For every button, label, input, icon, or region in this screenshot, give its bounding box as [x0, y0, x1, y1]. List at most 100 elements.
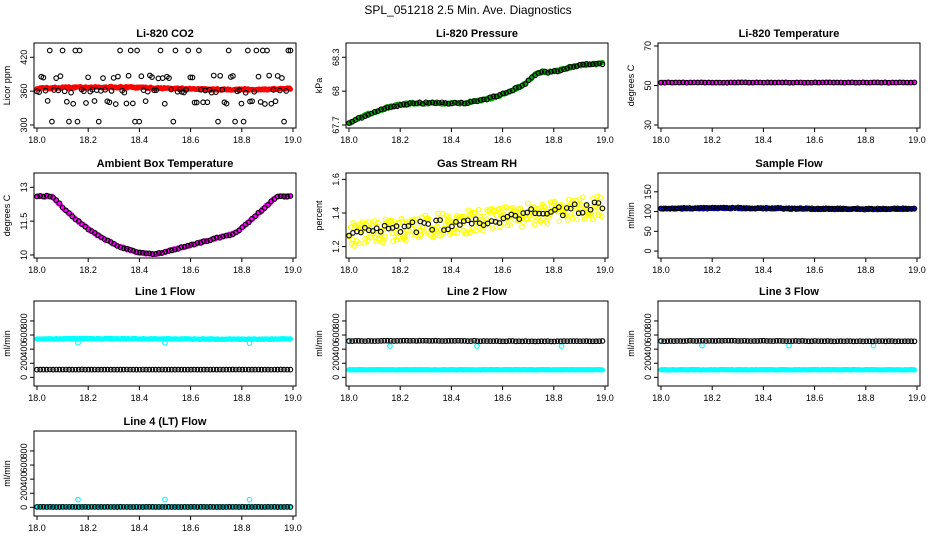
data-point	[381, 233, 388, 240]
data-point	[823, 79, 830, 86]
data-point	[797, 79, 804, 86]
series-2-5-min-pressure	[346, 60, 606, 126]
y-tick-label: 67.7	[331, 116, 341, 134]
data-point	[464, 338, 471, 344]
data-point	[181, 366, 188, 373]
data-point	[191, 366, 198, 373]
data-point	[34, 366, 40, 373]
data-point	[541, 68, 548, 75]
data-point	[69, 213, 76, 220]
y-tick-label: 300	[19, 117, 29, 132]
data-point	[265, 504, 271, 510]
data-point	[407, 100, 413, 107]
data-point	[166, 75, 172, 82]
data-point	[380, 239, 386, 246]
data-point	[387, 337, 394, 344]
data-point	[178, 244, 185, 250]
data-point	[88, 366, 95, 373]
data-point	[658, 79, 664, 86]
data-point	[528, 206, 535, 212]
data-point	[719, 338, 725, 344]
data-point	[901, 338, 908, 345]
data-point	[856, 79, 863, 86]
data-point	[210, 366, 217, 373]
data-point	[445, 338, 452, 344]
data-point	[676, 79, 683, 86]
data-point	[91, 98, 98, 104]
data-point	[746, 79, 753, 86]
data-point	[217, 366, 223, 373]
data-point	[285, 47, 292, 54]
data-point	[503, 90, 510, 96]
data-point	[680, 79, 686, 86]
data-point	[168, 366, 175, 373]
data-point	[461, 338, 468, 344]
data-point	[564, 217, 571, 223]
data-point	[831, 338, 838, 345]
data-point	[123, 366, 130, 373]
data-point	[91, 504, 98, 510]
panel-4: Ambient Box Temperature degrees C 18.0 18.2…	[2, 158, 302, 275]
data-point	[575, 210, 582, 217]
data-point	[667, 338, 674, 344]
data-point	[670, 338, 677, 344]
data-point	[425, 221, 432, 227]
data-point	[808, 338, 815, 345]
data-point	[834, 205, 841, 212]
data-point	[852, 79, 859, 86]
data-point	[43, 366, 50, 373]
data-point	[854, 205, 861, 212]
data-point	[375, 338, 381, 344]
data-point	[384, 337, 391, 344]
data-point	[184, 366, 191, 373]
data-point	[889, 79, 896, 86]
data-point	[66, 118, 72, 125]
panel-9: Line 3 Flow ml/min 18.0 18.2 18.4 18.6 18.8 19.…	[626, 286, 926, 403]
data-point	[583, 338, 590, 344]
data-point	[136, 504, 143, 510]
data-point	[480, 338, 487, 344]
data-point	[531, 221, 538, 228]
data-point	[402, 237, 409, 244]
data-point	[56, 366, 63, 373]
data-point	[554, 68, 561, 75]
data-point	[474, 338, 481, 344]
data-point	[749, 79, 756, 86]
data-point	[159, 366, 165, 373]
x-tick-label: 18.4	[131, 523, 149, 533]
data-point	[358, 115, 365, 121]
data-point	[800, 206, 807, 212]
data-point	[598, 213, 605, 219]
data-point	[123, 504, 130, 510]
data-point	[279, 75, 285, 81]
data-point	[129, 100, 136, 107]
data-point	[593, 60, 599, 67]
data-point	[252, 213, 259, 220]
data-point	[108, 88, 115, 94]
data-point	[258, 366, 265, 373]
data-point	[666, 205, 673, 212]
data-point	[442, 338, 449, 344]
data-point	[397, 229, 404, 235]
data-point	[133, 366, 140, 373]
data-point	[563, 203, 570, 209]
data-point	[517, 205, 524, 212]
data-point	[452, 338, 458, 344]
data-point	[121, 89, 128, 96]
data-point	[425, 215, 432, 222]
data-point	[355, 337, 362, 344]
data-point	[194, 366, 201, 373]
data-point	[397, 102, 404, 108]
data-point	[165, 366, 172, 373]
data-point	[896, 79, 903, 86]
x-tick-label: 18.0	[340, 135, 358, 145]
x-tick-label: 18.6	[494, 265, 512, 275]
y-tick-label: 600	[19, 458, 29, 473]
data-point	[452, 99, 458, 106]
data-point	[437, 217, 443, 223]
data-point	[69, 504, 76, 510]
data-point	[757, 205, 764, 211]
data-point	[101, 366, 108, 373]
panel-5: Gas Stream RH percent 18.0 18.2 18.4 18.6 18.8…	[314, 158, 614, 275]
data-point	[75, 496, 81, 503]
